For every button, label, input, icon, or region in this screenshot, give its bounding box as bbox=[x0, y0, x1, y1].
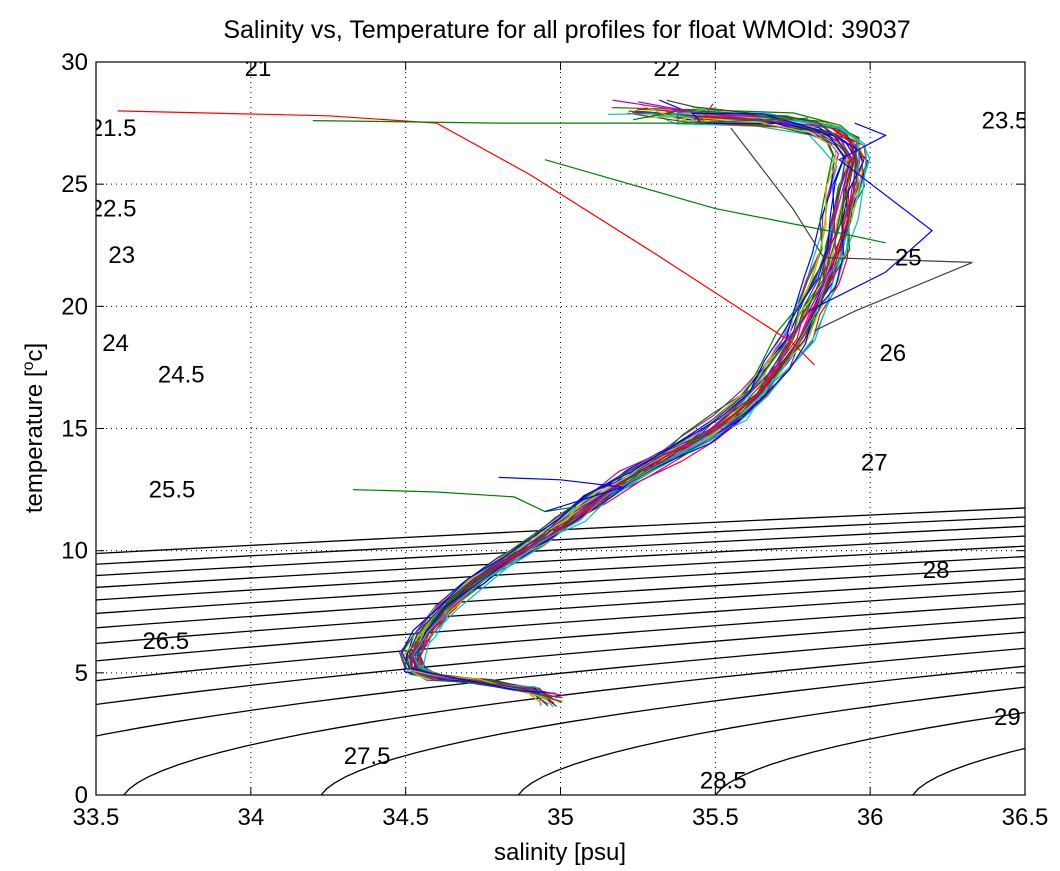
profile-line bbox=[416, 110, 858, 699]
profile-line bbox=[730, 127, 973, 332]
profile-line bbox=[413, 113, 859, 697]
contour-label-23.5: 23.5 bbox=[982, 108, 1029, 135]
y-axis-label: temperature [oc] bbox=[20, 343, 48, 513]
axis-ticks: 33.5 34 34.5 35 35.5 36 36.5 0 5 10 15 20 25 30 bbox=[61, 49, 1048, 831]
contour-label-28.5: 28.5 bbox=[700, 767, 747, 794]
contour-27 bbox=[123, 647, 1025, 795]
profile-line bbox=[410, 108, 861, 700]
profile-line bbox=[312, 117, 809, 124]
density-contours bbox=[96, 507, 1025, 795]
profile-line bbox=[412, 108, 860, 708]
contour-label-29: 29 bbox=[994, 704, 1021, 731]
contour-28 bbox=[517, 686, 1025, 795]
profile-line bbox=[411, 101, 852, 705]
plot-frame bbox=[95, 61, 1026, 796]
y-tick-label: 25 bbox=[61, 171, 88, 198]
profile-series bbox=[117, 99, 973, 708]
x-tick-label: 36.5 bbox=[1002, 804, 1049, 831]
profile-line bbox=[807, 122, 934, 312]
contour-label-23: 23 bbox=[108, 242, 135, 269]
profile-line bbox=[408, 99, 847, 703]
profile-line bbox=[352, 489, 577, 513]
contour-label-22: 22 bbox=[653, 55, 680, 82]
contour-label-25.5: 25.5 bbox=[149, 477, 196, 504]
contour-25.5 bbox=[96, 603, 1025, 682]
x-tick-label: 34 bbox=[237, 804, 264, 831]
contour-26.5 bbox=[96, 631, 1025, 737]
profile-line bbox=[403, 113, 835, 694]
profile-line bbox=[402, 104, 838, 703]
grid-lines bbox=[96, 62, 1025, 795]
contour-label-27.5: 27.5 bbox=[344, 743, 391, 770]
profile-line bbox=[411, 103, 855, 698]
profile-line bbox=[413, 109, 855, 699]
profile-line bbox=[401, 112, 846, 693]
x-axis-label: salinity [psu] bbox=[494, 839, 626, 866]
contour-24.5 bbox=[96, 578, 1025, 645]
profile-line bbox=[418, 113, 865, 704]
y-tick-label: 20 bbox=[61, 293, 88, 320]
contour-24 bbox=[96, 566, 1025, 629]
y-tick-label: 15 bbox=[61, 416, 88, 443]
profile-line bbox=[414, 111, 856, 705]
profile-line bbox=[422, 112, 867, 698]
chart-title: Salinity vs, Temperature for all profile… bbox=[223, 16, 910, 44]
contour-label-22.5: 22.5 bbox=[90, 196, 137, 223]
profile-line bbox=[412, 112, 859, 699]
profile-line bbox=[409, 116, 854, 700]
profile-line bbox=[416, 107, 865, 698]
contour-label-24.5: 24.5 bbox=[158, 362, 205, 389]
profile-line bbox=[413, 107, 848, 697]
y-axis-label-text: temperature [ bbox=[21, 370, 48, 513]
contour-23.5 bbox=[96, 555, 1025, 615]
y-tick-label: 0 bbox=[75, 782, 88, 809]
x-tick-label: 35.5 bbox=[692, 804, 739, 831]
profile-line bbox=[399, 111, 840, 698]
x-tick-label: 34.5 bbox=[382, 804, 429, 831]
contour-label-21: 21 bbox=[245, 55, 272, 82]
y-tick-label: 10 bbox=[61, 538, 88, 565]
contour-26 bbox=[96, 616, 1025, 706]
x-tick-label: 33.5 bbox=[73, 804, 120, 831]
x-tick-label: 36 bbox=[857, 804, 884, 831]
y-axis-label-tail: c] bbox=[21, 343, 48, 362]
contour-21 bbox=[96, 507, 1025, 555]
contour-22 bbox=[96, 525, 1025, 577]
profile-line bbox=[409, 99, 847, 701]
contour-label-26: 26 bbox=[879, 340, 906, 367]
profile-line bbox=[412, 106, 864, 704]
y-axis-label-superscript: o bbox=[20, 361, 37, 370]
contour-labels: 21 21.5 22 22.5 23 23.5 24 24.5 25 25.5 26 26.5 27 27… bbox=[90, 55, 1029, 794]
contour-22.5 bbox=[96, 535, 1025, 589]
profile-line bbox=[400, 109, 834, 697]
y-tick-label: 30 bbox=[61, 49, 88, 76]
contour-25 bbox=[96, 590, 1025, 662]
profile-line bbox=[414, 115, 847, 695]
x-tick-label: 35 bbox=[547, 804, 574, 831]
profile-line bbox=[412, 118, 864, 696]
contour-label-26.5: 26.5 bbox=[142, 628, 189, 655]
profile-line bbox=[401, 113, 836, 705]
profile-line bbox=[117, 110, 815, 366]
contour-23 bbox=[96, 545, 1025, 601]
y-tick-label: 5 bbox=[75, 660, 88, 687]
profile-line bbox=[419, 108, 869, 700]
contour-label-27: 27 bbox=[861, 450, 888, 477]
contour-label-25: 25 bbox=[895, 244, 922, 271]
contour-label-21.5: 21.5 bbox=[90, 115, 137, 142]
contour-21.5 bbox=[96, 516, 1025, 565]
contour-label-28: 28 bbox=[923, 557, 950, 584]
profile-line bbox=[401, 114, 838, 702]
profile-line bbox=[498, 476, 623, 513]
profile-line bbox=[544, 159, 886, 244]
contour-label-24: 24 bbox=[102, 330, 129, 357]
